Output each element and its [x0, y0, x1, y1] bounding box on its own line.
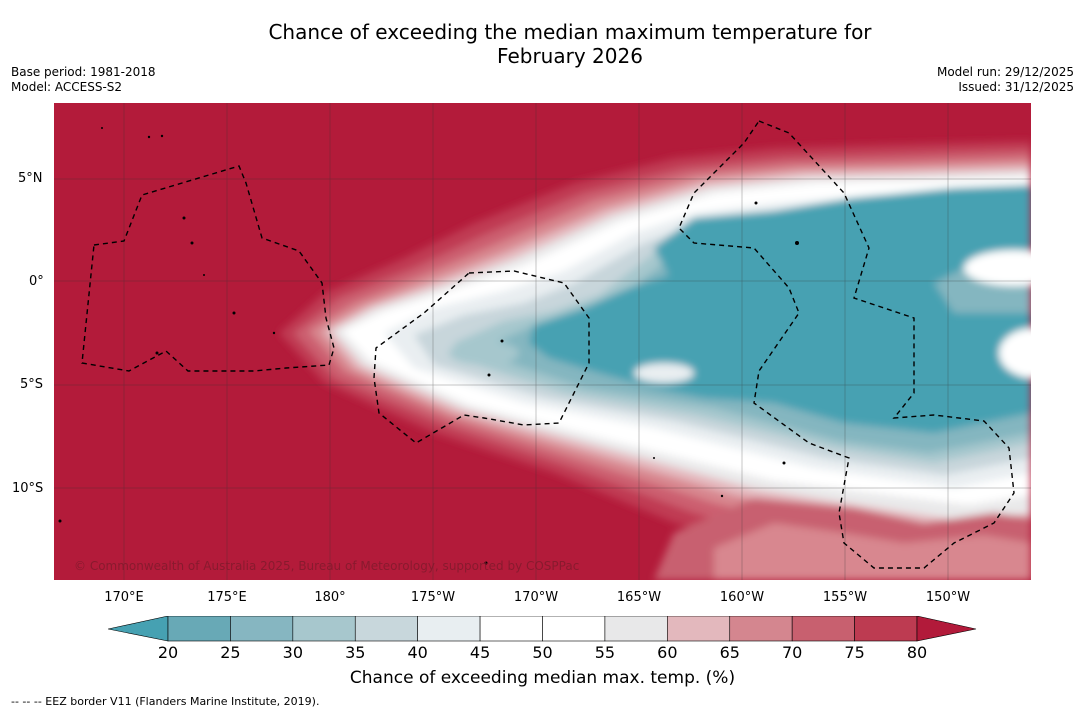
colorbar-cell — [667, 616, 731, 642]
lon-label-175w: 175°W — [410, 590, 456, 605]
lat-label-10s: 10°S — [12, 481, 44, 496]
title-line-2: February 2026 — [497, 44, 643, 68]
colorbar-tick-label: 40 — [407, 643, 428, 662]
blob-light-2 — [999, 328, 1031, 378]
colorbar-tick-label: 80 — [906, 643, 928, 662]
eez-tuvalu-kiribati-west — [81, 165, 335, 372]
colorbar-tick-label: 55 — [594, 643, 616, 662]
colorbar-tick-label: 25 — [220, 643, 241, 662]
lat-label-5n: 5°N — [18, 171, 43, 186]
colorbar-cell — [417, 616, 481, 642]
eez-phoenix — [373, 270, 590, 444]
colorbar — [108, 616, 977, 642]
lon-label-175e: 175°E — [207, 590, 247, 605]
title-line-1: Chance of exceeding the median maximum t… — [268, 20, 872, 44]
colorbar-high-arrow — [916, 616, 977, 642]
eez-borders — [81, 120, 1015, 569]
colorbar-cells — [167, 616, 918, 642]
meta-left: Base period: 1981-2018 Model: ACCESS-S2 — [11, 65, 156, 95]
copyright-notice: © Commonwealth of Australia 2025, Bureau… — [74, 559, 580, 573]
model-name: Model: ACCESS-S2 — [11, 80, 123, 94]
map-title: Chance of exceeding the median maximum t… — [0, 20, 1085, 68]
issued-date: Issued: 31/12/2025 — [958, 80, 1074, 94]
colorbar-tick-label: 60 — [657, 643, 678, 662]
lat-label-0: 0° — [29, 274, 44, 289]
colorbar-cell — [542, 616, 606, 642]
contour-bands — [279, 141, 1031, 580]
lon-label-170w: 170°W — [513, 590, 559, 605]
colorbar-tick-label: 30 — [282, 643, 303, 662]
lon-label-150w: 150°W — [925, 590, 971, 605]
blob-light-3 — [634, 363, 694, 383]
colorbar-cell — [167, 616, 231, 642]
colorbar-label: Chance of exceeding median max. temp. (%… — [349, 668, 736, 688]
colorbar-tick-label: 50 — [532, 643, 553, 662]
colorbar-tick-label: 75 — [844, 643, 865, 662]
lon-label-170e: 170°E — [104, 590, 144, 605]
blob-light-1 — [964, 250, 1031, 286]
colorbar-cell — [791, 616, 855, 642]
colorbar-cell — [292, 616, 356, 642]
eez-footnote: -- -- -- EEZ border V11 (Flanders Marine… — [11, 695, 320, 708]
colorbar-cell — [604, 616, 668, 642]
colorbar-cell — [479, 616, 543, 642]
forecast-map — [54, 103, 1031, 580]
band-south-lower-2 — [714, 523, 1031, 580]
lon-label-155w: 155°W — [822, 590, 868, 605]
meta-right: Model run: 29/12/2025 Issued: 31/12/2025 — [937, 65, 1074, 95]
lon-label-180: 180° — [314, 590, 346, 605]
base-period: Base period: 1981-2018 — [11, 65, 156, 79]
map-svg — [54, 103, 1031, 580]
lat-label-5s: 5°S — [20, 377, 44, 392]
colorbar-low-arrow — [108, 616, 169, 642]
lon-label-160w: 160°W — [719, 590, 765, 605]
colorbar-tick-label: 45 — [469, 643, 491, 662]
colorbar-cell — [230, 616, 294, 642]
colorbar-tick-label: 20 — [157, 643, 179, 662]
colorbar-tick-label: 65 — [719, 643, 740, 662]
island-dots — [58, 127, 799, 565]
colorbar-tick-label: 35 — [345, 643, 366, 662]
grid-lines — [54, 103, 1031, 580]
model-run: Model run: 29/12/2025 — [936, 65, 1074, 79]
eez-line-islands — [678, 120, 1015, 569]
lon-label-165w: 165°W — [616, 590, 662, 605]
blob-light-4 — [449, 341, 519, 365]
colorbar-cell — [354, 616, 418, 642]
colorbar-tick-label: 70 — [781, 643, 803, 662]
colorbar-cell — [854, 616, 918, 642]
colorbar-cell — [729, 616, 793, 642]
